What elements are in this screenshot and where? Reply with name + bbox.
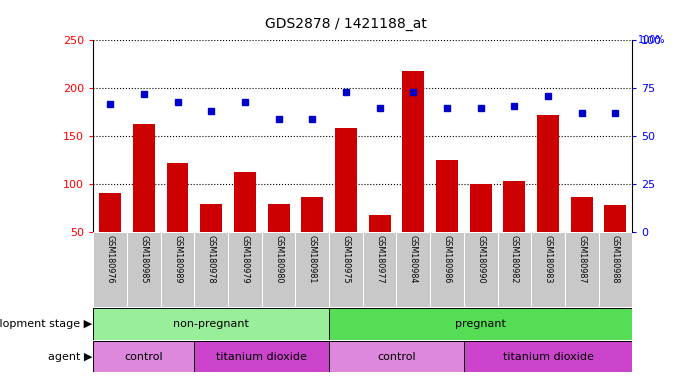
Bar: [470, 184, 491, 232]
Text: pregnant: pregnant: [455, 319, 506, 329]
Bar: [537, 115, 559, 232]
Bar: [200, 204, 222, 232]
Bar: [369, 215, 390, 232]
Bar: [335, 127, 357, 232]
Bar: [605, 205, 626, 232]
Text: GSM180987: GSM180987: [577, 235, 586, 283]
Text: development stage ▶: development stage ▶: [0, 319, 92, 329]
Bar: [267, 204, 290, 232]
Bar: [436, 161, 458, 232]
Bar: [160, 232, 194, 307]
Text: GDS2878 / 1421188_at: GDS2878 / 1421188_at: [265, 17, 426, 31]
Bar: [430, 232, 464, 307]
Bar: [329, 341, 464, 372]
Text: agent ▶: agent ▶: [48, 352, 92, 362]
Bar: [301, 197, 323, 232]
Bar: [363, 232, 397, 307]
Text: GSM180979: GSM180979: [240, 235, 249, 283]
Bar: [464, 341, 632, 372]
Text: GSM180982: GSM180982: [510, 235, 519, 283]
Bar: [93, 308, 329, 340]
Bar: [194, 341, 329, 372]
Bar: [504, 182, 525, 232]
Bar: [127, 232, 160, 307]
Bar: [100, 193, 121, 232]
Text: titanium dioxide: titanium dioxide: [216, 352, 307, 362]
Text: GSM180988: GSM180988: [611, 235, 620, 283]
Bar: [598, 232, 632, 307]
Bar: [464, 232, 498, 307]
Text: GSM180981: GSM180981: [307, 235, 316, 283]
Text: GSM180989: GSM180989: [173, 235, 182, 283]
Bar: [228, 232, 262, 307]
Text: GSM180975: GSM180975: [341, 235, 350, 283]
Text: GSM180976: GSM180976: [106, 235, 115, 283]
Text: GSM180978: GSM180978: [207, 235, 216, 283]
Bar: [93, 341, 194, 372]
Bar: [402, 71, 424, 232]
Text: GSM180983: GSM180983: [544, 235, 553, 283]
Bar: [397, 232, 430, 307]
Bar: [571, 197, 593, 232]
Bar: [296, 232, 329, 307]
Text: GSM180984: GSM180984: [409, 235, 418, 283]
Bar: [329, 232, 363, 307]
Bar: [531, 232, 565, 307]
Text: control: control: [377, 352, 416, 362]
Text: control: control: [124, 352, 163, 362]
Text: GSM180990: GSM180990: [476, 235, 485, 283]
Text: GSM180980: GSM180980: [274, 235, 283, 283]
Text: GSM180985: GSM180985: [140, 235, 149, 283]
Text: GSM180977: GSM180977: [375, 235, 384, 283]
Bar: [93, 232, 127, 307]
Text: non-pregnant: non-pregnant: [173, 319, 249, 329]
Bar: [194, 232, 228, 307]
Bar: [329, 308, 632, 340]
Text: titanium dioxide: titanium dioxide: [502, 352, 594, 362]
Bar: [234, 172, 256, 232]
Bar: [565, 232, 598, 307]
Bar: [498, 232, 531, 307]
Bar: [262, 232, 296, 307]
Bar: [167, 163, 189, 232]
Text: 100%: 100%: [638, 35, 665, 45]
Text: GSM180986: GSM180986: [442, 235, 451, 283]
Bar: [133, 124, 155, 232]
